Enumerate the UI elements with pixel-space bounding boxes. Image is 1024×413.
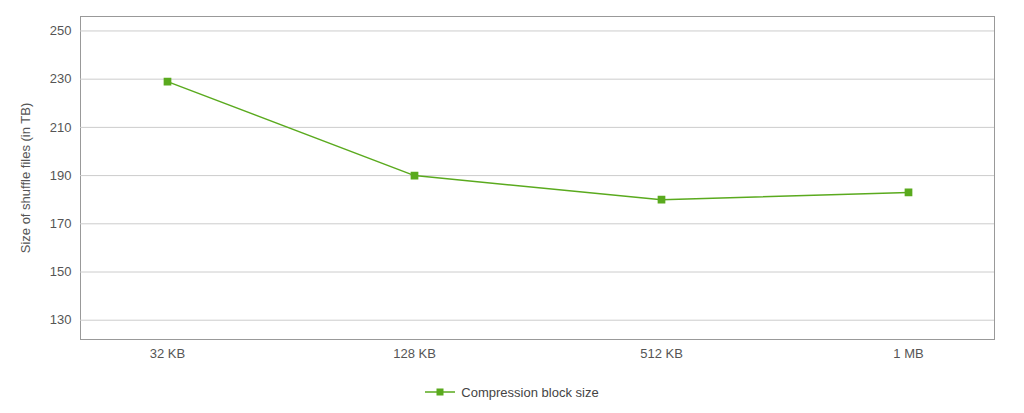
svg-text:170: 170 bbox=[50, 216, 72, 231]
svg-text:130: 130 bbox=[50, 312, 72, 327]
svg-text:512 KB: 512 KB bbox=[640, 346, 683, 361]
svg-text:150: 150 bbox=[50, 264, 72, 279]
svg-text:1 MB: 1 MB bbox=[893, 346, 923, 361]
svg-text:210: 210 bbox=[50, 120, 72, 135]
svg-text:230: 230 bbox=[50, 71, 72, 86]
svg-text:32 KB: 32 KB bbox=[150, 346, 185, 361]
svg-text:128 KB: 128 KB bbox=[393, 346, 436, 361]
svg-text:Size of shuffle files (in TB): Size of shuffle files (in TB) bbox=[18, 103, 33, 254]
svg-text:250: 250 bbox=[50, 23, 72, 38]
html-text:Compression block size: Compression block size bbox=[461, 384, 599, 400]
svg-text:190: 190 bbox=[50, 168, 72, 183]
